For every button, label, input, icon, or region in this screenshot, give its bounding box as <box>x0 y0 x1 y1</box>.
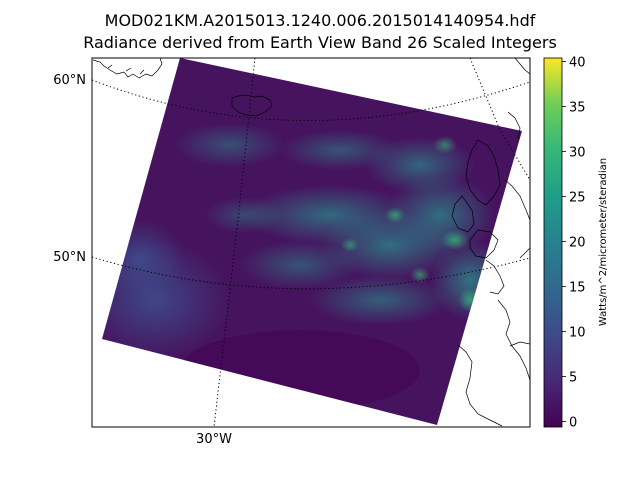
colorbar <box>544 58 562 427</box>
colorbar-tick-label: 0 <box>569 415 577 430</box>
lat-label-60n: 60°N <box>53 73 86 88</box>
colorbar-tick-label: 35 <box>569 100 586 115</box>
colorbar-tick-label: 5 <box>569 370 577 385</box>
colorbar-label: Watts/m^2/micrometer/steradian <box>598 158 609 326</box>
figure-title-line1: MOD021KM.A2015013.1240.006.2015014140954… <box>104 11 536 30</box>
colorbar-tick-label: 15 <box>569 280 586 295</box>
figure-title-line2: Radiance derived from Earth View Band 26… <box>83 33 557 52</box>
lat-label-50n: 50°N <box>53 250 86 265</box>
coastlines <box>92 58 530 427</box>
colorbar-tick-label: 25 <box>569 190 586 205</box>
colorbar-frame <box>543 57 563 428</box>
lon-label-30w: 30°W <box>196 432 232 447</box>
colorbar-ticks: 0 5 10 15 20 25 30 35 40 <box>562 55 586 430</box>
graticule <box>92 58 530 427</box>
colorbar-tick-label: 30 <box>569 145 586 160</box>
colorbar-tick-label: 20 <box>569 235 586 250</box>
meridian-30w <box>213 58 256 427</box>
map-axes-frame <box>91 57 531 428</box>
colorbar-tick-label: 40 <box>569 55 586 70</box>
colorbar-tick-label: 10 <box>569 325 586 340</box>
